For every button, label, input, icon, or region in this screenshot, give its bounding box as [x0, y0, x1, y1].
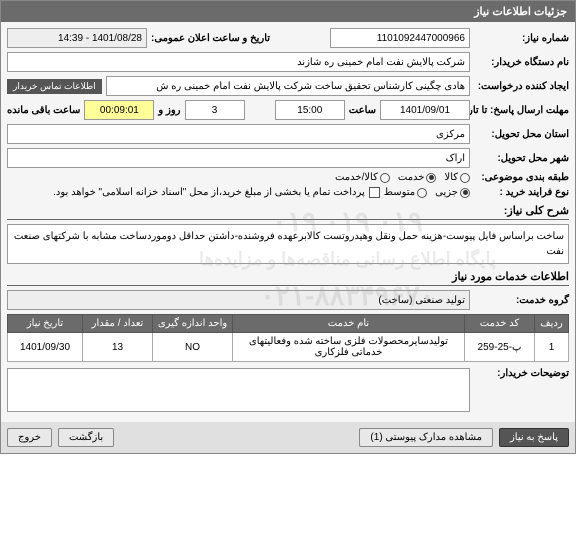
back-button[interactable]: بازگشت: [58, 428, 114, 447]
need-number-field: 1101092447000966: [330, 28, 470, 48]
label-remain: ساعت باقی مانده: [7, 105, 80, 116]
cell-code: پ-25-259: [465, 333, 535, 362]
buyer-notes-box: [7, 368, 470, 412]
col-unit: واحد اندازه گیری: [153, 315, 233, 333]
purchase-radio-medium[interactable]: متوسط: [384, 187, 427, 198]
need-desc-title: شرح کلی نیاز:: [7, 202, 569, 220]
details-panel: جزئیات اطلاعات نیاز شماره نیاز: 11010924…: [0, 0, 576, 454]
grade-radio-service[interactable]: خدمت: [398, 172, 437, 183]
partial-payment-checkbox[interactable]: [369, 187, 380, 198]
panel-title: جزئیات اطلاعات نیاز: [1, 1, 575, 22]
cell-date: 1401/09/30: [8, 333, 83, 362]
label-creator: ایجاد کننده درخواست:: [474, 81, 569, 92]
creator-field: هادی چگینی کارشناس تحقیق ساخت شرکت پالای…: [106, 76, 470, 96]
service-group-field: تولید صنعتی (ساخت): [7, 290, 470, 310]
attachments-button[interactable]: مشاهده مدارک پیوستی (1): [359, 428, 493, 447]
partial-payment-label: پرداخت تمام یا بخشی از مبلغ خرید،از محل …: [53, 187, 365, 198]
deadline-time-field: 15:00: [275, 100, 345, 120]
label-hour: ساعت: [349, 105, 376, 116]
contact-info-button[interactable]: اطلاعات تماس خریدار: [7, 79, 102, 94]
label-purchase-type: نوع فرایند خرید :: [474, 187, 569, 198]
exit-button[interactable]: خروج: [7, 428, 52, 447]
purchase-radio-group: جزیی متوسط: [384, 187, 470, 198]
col-code: کد خدمت: [465, 315, 535, 333]
cell-row: 1: [535, 333, 569, 362]
label-service-group: گروه خدمت:: [474, 295, 569, 306]
grade-radio-goods[interactable]: کالا: [444, 172, 470, 183]
col-qty: تعداد / مقدار: [83, 315, 153, 333]
need-desc-text: ساخت براساس فایل پیوست-هزینه حمل ونقل وه…: [7, 224, 569, 264]
label-province: استان محل تحویل:: [474, 129, 569, 140]
table-header-row: ردیف کد خدمت نام خدمت واحد اندازه گیری ت…: [8, 315, 569, 333]
province-field: مرکزی: [7, 124, 470, 144]
days-left-field: 3: [185, 100, 245, 120]
label-buyer-notes: توضیحات خریدار:: [474, 368, 569, 379]
services-title: اطلاعات خدمات مورد نیاز: [7, 268, 569, 286]
col-row: ردیف: [535, 315, 569, 333]
purchase-radio-minor[interactable]: جزیی: [435, 187, 470, 198]
label-grade: طبقه بندی موضوعی:: [474, 172, 569, 183]
footer-bar: پاسخ به نیاز مشاهده مدارک پیوستی (1) باز…: [1, 422, 575, 453]
label-need-no: شماره نیاز:: [474, 33, 569, 44]
col-name: نام خدمت: [233, 315, 465, 333]
label-deadline: مهلت ارسال پاسخ: تا تاریخ:: [474, 105, 569, 116]
services-table: ردیف کد خدمت نام خدمت واحد اندازه گیری ت…: [7, 314, 569, 362]
label-announce-dt: تاریخ و ساعت اعلان عمومی:: [151, 33, 270, 44]
col-date: تاریخ نیاز: [8, 315, 83, 333]
announce-datetime-field: 1401/08/28 - 14:39: [7, 28, 147, 48]
device-name-field: شرکت پالایش نفت امام خمینی ره شازند: [7, 52, 470, 72]
cell-qty: 13: [83, 333, 153, 362]
label-days-and: روز و: [158, 105, 180, 116]
time-left-field: 00:09:01: [84, 100, 154, 120]
label-dev-name: نام دستگاه خریدار:: [474, 57, 569, 68]
respond-button[interactable]: پاسخ به نیاز: [499, 428, 569, 447]
table-row: 1 پ-25-259 تولیدسایرمحصولات فلزی ساخته ش…: [8, 333, 569, 362]
grade-radio-both[interactable]: کالا/خدمت: [335, 172, 390, 183]
cell-unit: NO: [153, 333, 233, 362]
city-field: اراک: [7, 148, 470, 168]
label-city: شهر محل تحویل:: [474, 153, 569, 164]
deadline-date-field: 1401/09/01: [380, 100, 470, 120]
grade-radio-group: کالا خدمت کالا/خدمت: [335, 172, 470, 183]
cell-name: تولیدسایرمحصولات فلزی ساخته شده وفعالیته…: [233, 333, 465, 362]
